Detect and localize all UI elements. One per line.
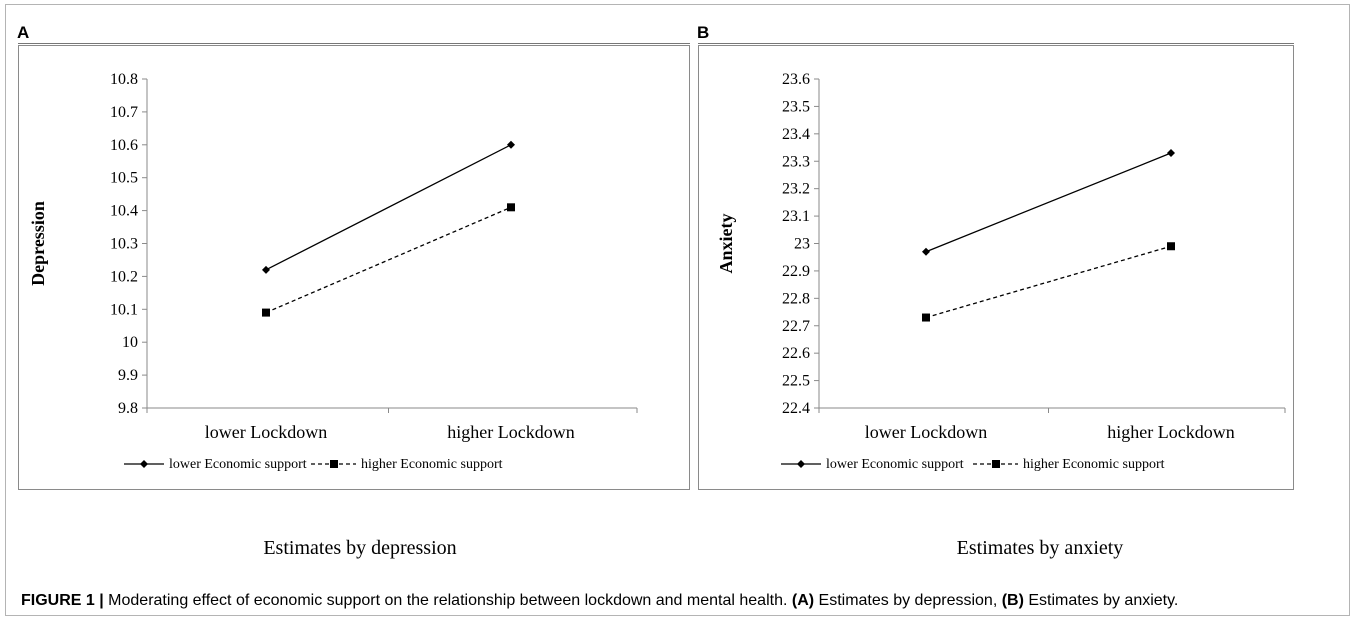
y-tick-label: 10.6 (110, 137, 138, 154)
data-point-diamond (262, 265, 270, 274)
legend-label: lower Economic support (826, 457, 964, 472)
y-tick-label: 23.6 (782, 71, 810, 88)
y-tick-label: 22.8 (782, 290, 810, 307)
y-tick-label: 22.5 (782, 373, 810, 390)
panel-b-letter: B (697, 23, 710, 42)
caption-part-b-tag: (B) (1001, 592, 1024, 609)
chart-b-box: 22.4 22.5 22.6 22.7 22.8 22.9 23 23.1 23.2 23.3 23… (698, 45, 1294, 490)
y-tick-label: 23 (794, 236, 810, 253)
data-point-square (922, 313, 930, 322)
caption-text: Moderating effect of economic support on… (103, 592, 792, 609)
data-point-diamond (1167, 149, 1175, 158)
figure-frame (5, 4, 1350, 616)
y-tick-label: 23.1 (782, 208, 810, 225)
legend-label: higher Economic support (361, 457, 503, 472)
y-tick-label: 9.9 (118, 367, 138, 384)
y-axis-label: Depression (28, 201, 48, 286)
chart-b: 22.4 22.5 22.6 22.7 22.8 22.9 23 23.1 23.2 23.3 23… (716, 71, 1286, 472)
data-point-diamond (922, 247, 930, 256)
estimate-label-b: Estimates by anxiety (956, 537, 1124, 559)
y-tick-label: 10.3 (110, 236, 138, 253)
y-tick-label: 10.7 (110, 104, 138, 121)
data-point-diamond (507, 140, 515, 149)
caption-part-a-text: Estimates by depression, (814, 592, 1002, 609)
y-axis-label: Anxiety (716, 214, 736, 274)
series-line (925, 245, 1172, 319)
y-tick-label: 23.4 (782, 126, 810, 143)
x-tick-label: higher Lockdown (447, 422, 574, 442)
x-tick-label: higher Lockdown (1107, 422, 1234, 442)
y-tick-label: 22.9 (782, 263, 810, 280)
y-tick-label: 23.2 (782, 181, 810, 198)
panel-a-separator (18, 43, 690, 44)
caption-figure-label: FIGURE 1 | (21, 592, 104, 609)
data-point-square (262, 308, 270, 317)
series-line (265, 206, 512, 314)
y-tick-label: 22.7 (782, 318, 810, 335)
y-tick-label: 10 (122, 334, 138, 351)
figure-caption: FIGURE 1 | Moderating effect of economic… (21, 592, 1351, 610)
data-point-square (1167, 242, 1175, 251)
legend-marker-square (992, 460, 1000, 468)
y-tick-label: 10.1 (110, 301, 138, 318)
legend-marker-diamond (797, 460, 805, 468)
legend-marker-diamond (140, 460, 148, 468)
caption-part-a-tag: (A) (791, 592, 815, 609)
y-tick-label: 10.5 (110, 170, 138, 187)
panel-b-separator (698, 43, 1294, 44)
y-tick-label: 10.8 (110, 71, 138, 88)
y-tick-label: 22.4 (782, 400, 810, 417)
series-line (265, 144, 512, 271)
caption-part-b-text: Estimates by anxiety. (1023, 592, 1179, 609)
y-tick-label: 23.3 (782, 153, 810, 170)
chart-a: 9.8 9.9 10 10.1 10.2 10.3 10.4 10.5 10.6 10.7 10.8… (28, 71, 638, 472)
x-tick-label: lower Lockdown (865, 422, 987, 442)
y-tick-label: 9.8 (118, 400, 138, 417)
y-tick-label: 10.4 (110, 203, 138, 220)
y-tick-label: 10.2 (110, 268, 138, 285)
legend-marker-square (330, 460, 338, 468)
estimate-label-a: Estimates by depression (263, 537, 457, 559)
y-tick-label: 22.6 (782, 345, 810, 362)
x-tick-label: lower Lockdown (205, 422, 327, 442)
legend-label: lower Economic support (169, 457, 307, 472)
y-tick-label: 23.5 (782, 98, 810, 115)
panel-a-letter: A (17, 23, 30, 42)
legend-label: higher Economic support (1023, 457, 1165, 472)
data-point-square (507, 203, 515, 212)
series-line (925, 152, 1172, 253)
chart-a-box: 9.8 9.9 10 10.1 10.2 10.3 10.4 10.5 10.6 10.7 10.8… (18, 45, 690, 490)
